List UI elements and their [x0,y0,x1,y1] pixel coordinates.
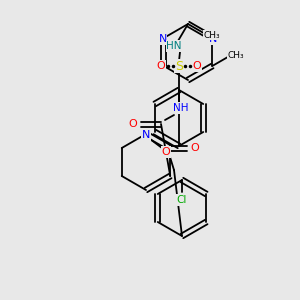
Text: HN: HN [166,41,182,51]
Text: S: S [175,59,183,73]
Text: CH₃: CH₃ [227,50,244,59]
Text: O: O [191,143,200,153]
Text: O: O [157,61,165,71]
Text: CH₃: CH₃ [203,31,220,40]
Text: N: N [142,130,150,140]
Text: N: N [159,34,167,44]
Text: O: O [162,147,170,157]
Text: O: O [193,61,201,71]
Text: NH: NH [173,103,189,113]
Text: O: O [129,119,137,129]
Text: N: N [209,34,218,44]
Text: Cl: Cl [177,195,187,205]
